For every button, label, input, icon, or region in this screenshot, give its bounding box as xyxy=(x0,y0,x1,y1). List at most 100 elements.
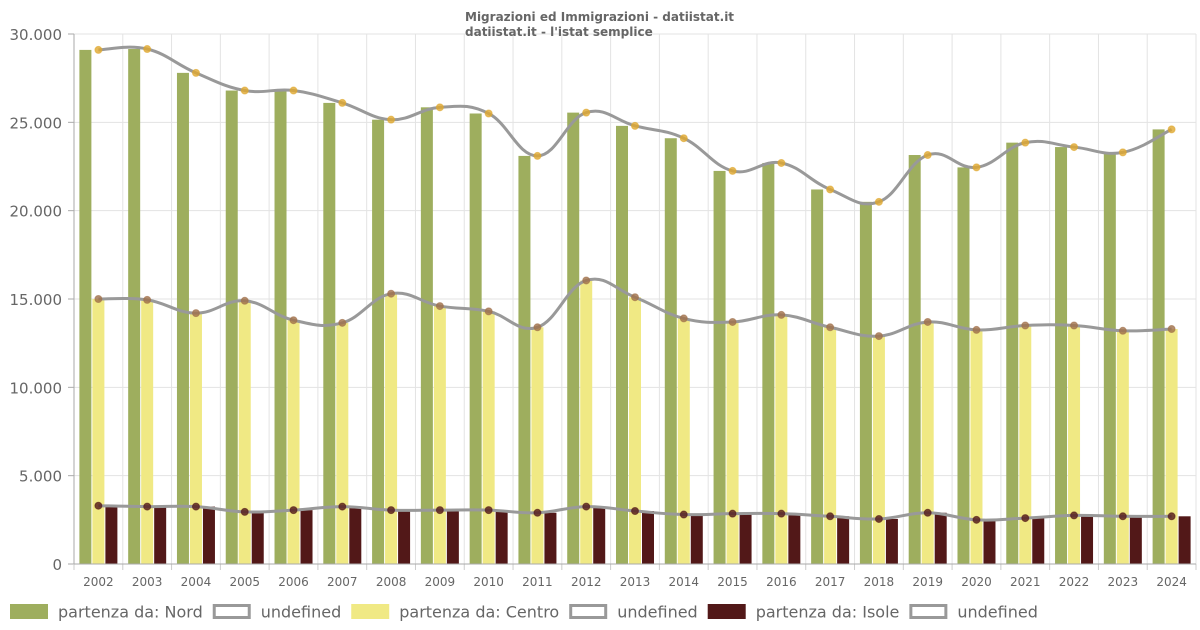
legend-swatch xyxy=(10,604,48,619)
legend-swatch xyxy=(212,604,251,619)
trend-marker xyxy=(338,318,347,327)
x-tick-label: 2021 xyxy=(1010,575,1041,589)
trend-marker xyxy=(1021,514,1030,523)
bar xyxy=(677,318,690,564)
trend-marker xyxy=(728,166,737,175)
trend-marker xyxy=(972,515,981,524)
bar xyxy=(446,510,459,564)
x-tick-label: 2005 xyxy=(229,575,260,589)
bar xyxy=(642,511,654,564)
trend-marker xyxy=(777,509,786,518)
bar xyxy=(1019,325,1032,564)
axes: 0 5.000 10.000 15.000 20.000 25.000 30.000 2002… xyxy=(10,26,1197,589)
trend-marker xyxy=(1118,326,1127,335)
trend-marker xyxy=(874,332,883,341)
trend-marker xyxy=(679,510,688,519)
x-tick-label: 2022 xyxy=(1059,575,1090,589)
legend-label: undefined xyxy=(261,603,342,622)
legend-label: partenza da: Isole xyxy=(756,603,900,622)
trend-marker xyxy=(191,309,200,318)
bar xyxy=(1165,329,1178,564)
y-tick-label: 25.000 xyxy=(10,114,63,132)
bar xyxy=(629,297,641,564)
bar xyxy=(664,138,677,564)
trend-marker xyxy=(1021,138,1030,147)
legend-swatch xyxy=(351,604,390,619)
legend-swatch xyxy=(569,604,608,619)
bar xyxy=(251,511,264,564)
bar xyxy=(1081,515,1094,564)
trend-marker xyxy=(874,197,883,206)
bar xyxy=(420,107,433,565)
bar xyxy=(202,506,215,564)
bar xyxy=(775,314,788,564)
trend-marker xyxy=(387,506,396,515)
bar xyxy=(336,322,349,564)
chart-subtitle: datiistat.it - l'istat semplice xyxy=(465,25,653,39)
x-tick-label: 2020 xyxy=(961,575,992,589)
trend-marker xyxy=(1070,511,1079,520)
bar xyxy=(1032,518,1045,564)
x-tick-label: 2014 xyxy=(669,575,700,589)
bar xyxy=(92,299,105,564)
grid xyxy=(73,33,1197,565)
bar xyxy=(788,513,801,564)
legend-label: partenza da: Centro xyxy=(399,603,559,622)
bar xyxy=(518,155,531,564)
bar xyxy=(616,125,628,564)
bar xyxy=(79,49,92,564)
legend: partenza da: Nord undefined partenza da: C… xyxy=(10,603,1038,622)
legend-label: partenza da: Nord xyxy=(58,603,203,622)
trend-marker xyxy=(1167,125,1176,134)
trend-marker xyxy=(484,109,493,118)
trend-marker xyxy=(191,68,200,77)
x-tick-label: 2024 xyxy=(1156,575,1187,589)
bar xyxy=(433,306,446,564)
x-tick-label: 2017 xyxy=(815,575,846,589)
bar xyxy=(225,90,238,565)
trend-marker xyxy=(679,314,688,323)
legend-swatch xyxy=(707,604,746,619)
trend-marker xyxy=(826,323,835,332)
bar xyxy=(176,72,189,564)
bar xyxy=(593,506,606,564)
trend-marker xyxy=(972,325,981,334)
x-tick-label: 2009 xyxy=(425,575,456,589)
x-tick-label: 2003 xyxy=(132,575,163,589)
bar xyxy=(349,506,362,564)
x-tick-label: 2007 xyxy=(327,575,358,589)
bar xyxy=(287,320,300,564)
bar xyxy=(323,102,336,565)
trend-marker xyxy=(582,276,591,285)
trend-marker xyxy=(289,316,298,325)
trend-marker xyxy=(972,163,981,172)
bar xyxy=(544,512,557,564)
trend-marker xyxy=(679,134,688,143)
bar xyxy=(482,311,495,564)
trend-marker xyxy=(582,108,591,117)
x-tick-label: 2004 xyxy=(181,575,212,589)
y-tick-label: 5.000 xyxy=(19,468,62,486)
bar xyxy=(872,336,885,564)
bar xyxy=(580,280,593,564)
bar xyxy=(469,113,482,564)
x-tick-label: 2019 xyxy=(912,575,943,589)
trend-marker xyxy=(777,158,786,167)
trend-marker xyxy=(582,502,591,511)
trend-marker xyxy=(289,506,298,515)
trend-lines xyxy=(94,45,1176,524)
trend-marker xyxy=(387,289,396,298)
bar xyxy=(885,518,898,564)
trend-marker xyxy=(631,507,639,515)
bar xyxy=(726,321,739,564)
bar xyxy=(1103,152,1116,564)
x-tick-label: 2012 xyxy=(571,575,602,589)
trend-marker xyxy=(1070,321,1079,330)
trend-marker xyxy=(94,45,103,54)
trend-marker xyxy=(338,98,347,107)
y-tick-label: 15.000 xyxy=(10,291,63,309)
bar xyxy=(398,510,411,564)
bar xyxy=(1068,325,1081,564)
x-tick-label: 2002 xyxy=(83,575,114,589)
trend-marker xyxy=(435,302,444,311)
